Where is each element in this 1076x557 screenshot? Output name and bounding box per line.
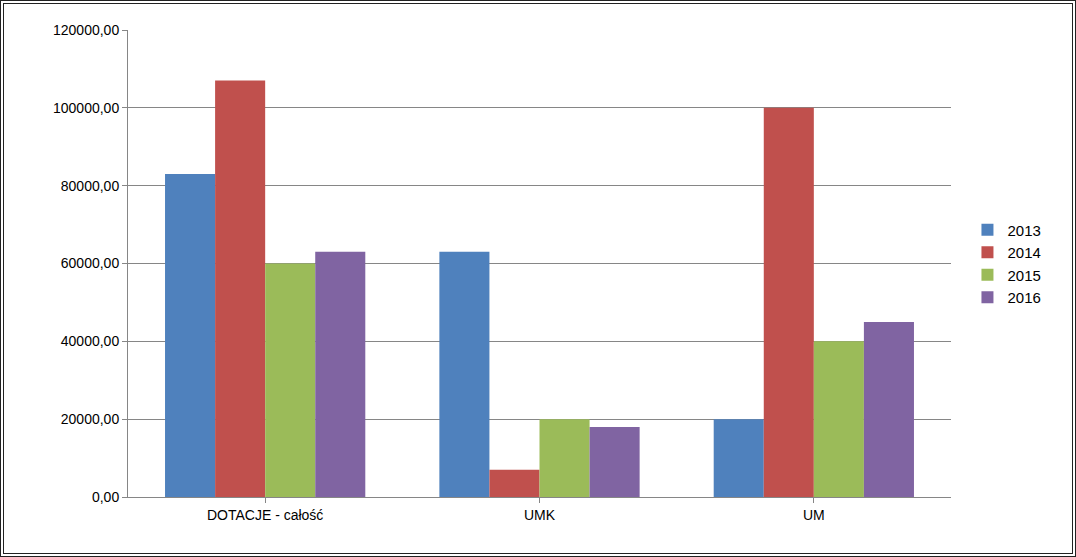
svg-text:UM: UM xyxy=(803,507,825,523)
svg-text:2016: 2016 xyxy=(1007,289,1040,306)
svg-text:2014: 2014 xyxy=(1007,244,1040,261)
svg-text:0,00: 0,00 xyxy=(92,489,119,505)
svg-text:40000,00: 40000,00 xyxy=(61,333,120,349)
svg-text:120000,00: 120000,00 xyxy=(53,22,119,38)
svg-text:100000,00: 100000,00 xyxy=(53,100,119,116)
svg-text:20000,00: 20000,00 xyxy=(61,411,120,427)
svg-text:DOTACJE - całość: DOTACJE - całość xyxy=(207,507,323,523)
svg-text:80000,00: 80000,00 xyxy=(61,178,120,194)
svg-text:2013: 2013 xyxy=(1007,222,1040,239)
svg-text:60000,00: 60000,00 xyxy=(61,255,120,271)
svg-text:2015: 2015 xyxy=(1007,267,1040,284)
svg-text:UMK: UMK xyxy=(524,507,556,523)
